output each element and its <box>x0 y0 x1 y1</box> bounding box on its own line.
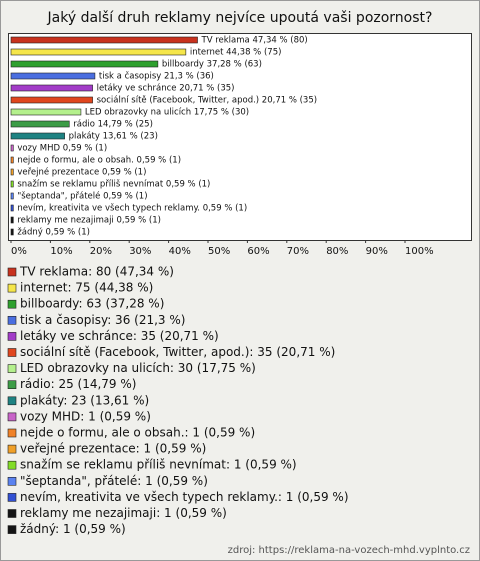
legend-label: TV reklama: 80 (47,34 %) <box>19 265 174 279</box>
x-tick-label: 20% <box>90 246 112 257</box>
x-tick-label: 50% <box>208 246 230 257</box>
bar-label: billboardy 37,28 % (63) <box>162 60 262 70</box>
legend-swatch <box>7 396 17 406</box>
bar-label: letáky ve schránce 20,71 % (35) <box>97 84 235 94</box>
legend-swatch <box>7 332 17 341</box>
legend-swatch <box>7 348 17 357</box>
bar-label: LED obrazovky na ulicích 17,75 % (30) <box>85 108 249 118</box>
legend-label: "šeptanda", přátelé: 1 (0,59 %) <box>20 474 208 488</box>
bar <box>10 48 187 56</box>
bar-label: reklamy me nezajimaji 0,59 % (1) <box>17 216 161 226</box>
legend-swatch <box>7 476 17 486</box>
bar-label: tisk a časopisy 21,3 % (36) <box>99 71 214 82</box>
legend-swatch <box>7 380 17 390</box>
bar <box>10 60 159 68</box>
bar <box>10 108 82 116</box>
bar-label: internet 44,38 % (75) <box>190 48 282 58</box>
legend-label: nevím, kreativita ve všech typech reklam… <box>20 490 349 504</box>
bar <box>10 204 14 212</box>
legend-swatch <box>7 493 17 502</box>
bar <box>10 156 14 164</box>
legend-swatch <box>7 428 17 438</box>
bar <box>10 180 14 188</box>
bar-label: sociální sítě (Facebook, Twitter, apod.)… <box>97 96 317 106</box>
bar-label: vozy MHD 0,59 % (1) <box>17 144 107 154</box>
bar <box>10 144 14 152</box>
legend-swatch <box>7 444 17 454</box>
x-tick-label: 60% <box>247 246 269 257</box>
bar-label: plakáty 13,61 % (23) <box>69 132 158 142</box>
bar-label: žádný 0,59 % (1) <box>17 228 90 238</box>
legend-swatch <box>7 412 17 422</box>
source: zdroj: https://reklama-na-vozech-mhd.vyp… <box>228 545 470 556</box>
legend-swatch <box>7 283 17 293</box>
bar <box>10 72 96 80</box>
bar-label: TV reklama 47,34 % (80) <box>201 36 308 46</box>
legend-label: snažím se reklamu příliš nevnímat: 1 (0,… <box>20 458 297 472</box>
legend-label: sociální sítě (Facebook, Twitter, apod.)… <box>20 345 335 359</box>
bar-label: nevím, kreativita ve všech typech reklam… <box>17 203 247 214</box>
x-tick-label: 90% <box>366 246 388 257</box>
x-tick-label: 40% <box>169 246 191 257</box>
x-tick-label: 80% <box>326 246 348 257</box>
legend-label: vozy MHD: 1 (0,59 %) <box>20 409 151 423</box>
legend-swatch <box>7 299 17 309</box>
legend-swatch <box>7 315 17 325</box>
bar <box>10 168 14 176</box>
legend-label: rádio: 25 (14,79 %) <box>20 377 136 391</box>
bar <box>10 36 198 44</box>
legend-label: internet: 75 (44,38 %) <box>20 281 153 295</box>
chart-title: Jaký další druh reklamy nejvíce upoutá v… <box>47 10 433 26</box>
legend-swatch <box>7 525 17 534</box>
legend-swatch <box>7 267 17 277</box>
bar <box>10 192 14 200</box>
legend-label: LED obrazovky na ulicích: 30 (17,75 %) <box>20 361 256 375</box>
legend-swatch <box>7 460 17 470</box>
x-tick-label: 10% <box>50 246 72 257</box>
legend-label: billboardy: 63 (37,28 %) <box>20 297 164 311</box>
bar <box>10 84 93 92</box>
bar <box>10 132 65 140</box>
x-tick-label: 30% <box>129 246 151 257</box>
x-tick-label: 70% <box>287 246 309 257</box>
legend-label: letáky ve schránce: 35 (20,71 %) <box>20 329 219 343</box>
bar-label: rádio 14,79 % (25) <box>73 120 153 130</box>
legend-label: veřejné prezentace: 1 (0,59 %) <box>20 442 206 456</box>
bar-label: snažím se reklamu příliš nevnímat 0,59 %… <box>17 179 210 190</box>
legend-swatch <box>7 364 17 373</box>
legend-label: žádný: 1 (0,59 %) <box>20 522 126 536</box>
bar-label: veřejné prezentace 0,59 % (1) <box>17 167 146 178</box>
plot-area <box>8 33 472 241</box>
bar <box>10 216 14 224</box>
x-tick-label: 0% <box>11 246 27 257</box>
bar <box>10 228 14 236</box>
legend-label: tisk a časopisy: 36 (21,3 %) <box>20 313 185 327</box>
bar-label: nejde o formu, ale o obsah. 0,59 % (1) <box>17 156 181 166</box>
bar <box>10 96 93 104</box>
bar-label: "šeptanda", přátelé 0,59 % (1) <box>17 191 147 202</box>
legend-label: nejde o formu, ale o obsah.: 1 (0,59 %) <box>20 426 255 440</box>
legend-label: plakáty: 23 (13,61 %) <box>20 393 149 407</box>
x-tick-label: 100% <box>405 246 434 257</box>
bar <box>10 120 70 128</box>
legend-label: reklamy me nezajimaji: 1 (0,59 %) <box>20 506 227 520</box>
legend-swatch <box>7 509 17 518</box>
